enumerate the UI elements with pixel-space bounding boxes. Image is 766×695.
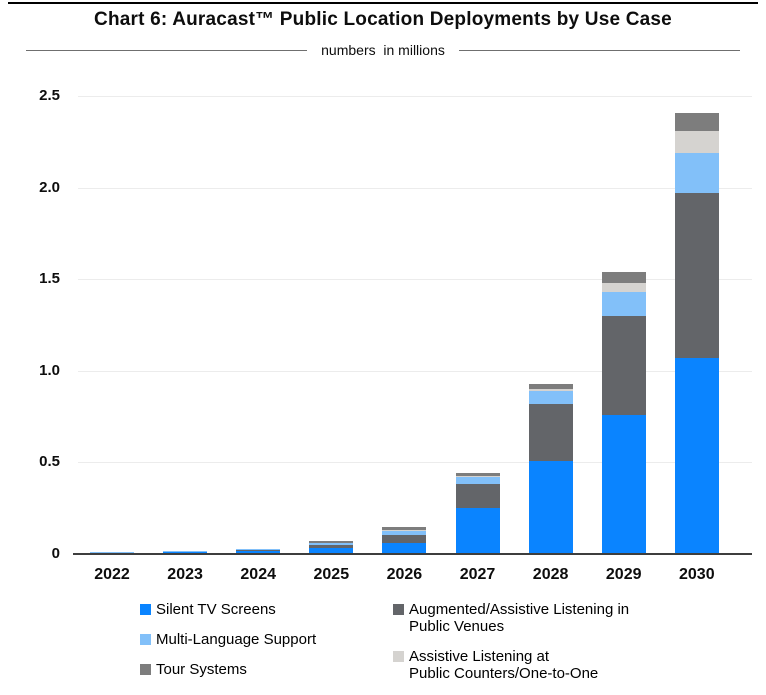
gridline [78, 188, 752, 189]
legend-column-right: Augmented/Assistive Listening in Public … [393, 601, 683, 695]
bar-segment [675, 113, 719, 131]
bar-segment [675, 153, 719, 193]
bar-segment [602, 272, 646, 283]
gridline [78, 279, 752, 280]
legend-label: Augmented/Assistive Listening in Public … [409, 601, 629, 635]
gridline [78, 462, 752, 463]
y-axis-tick-label: 1.5 [0, 270, 60, 287]
x-axis-label: 2026 [367, 566, 441, 584]
plot-area [78, 96, 752, 554]
legend-column-left: Silent TV Screens Multi-Language Support T… [140, 601, 316, 691]
legend-label: Silent TV Screens [156, 601, 276, 618]
bar-2028 [529, 384, 573, 554]
legend-item: Assistive Listening at Public Counters/O… [393, 648, 683, 682]
bar-2029 [602, 272, 646, 554]
bar-segment [529, 391, 573, 404]
bar-2030 [675, 113, 719, 554]
chart-subtitle: numbers in millions [307, 42, 459, 58]
legend-item: Tour Systems [140, 661, 316, 678]
x-axis-line [73, 553, 752, 555]
bar-segment [675, 131, 719, 153]
bar-segment [529, 461, 573, 554]
x-axis-label: 2030 [660, 566, 734, 584]
legend-swatch [393, 651, 404, 662]
legend-swatch [393, 604, 404, 615]
legend-swatch [140, 664, 151, 675]
bar-segment [456, 484, 500, 508]
y-axis-tick-label: 1.0 [0, 362, 60, 379]
bar-segment [602, 292, 646, 316]
legend-item: Multi-Language Support [140, 631, 316, 648]
chart-title: Chart 6: Auracast™ Public Location Deplo… [0, 9, 766, 31]
bar-segment [675, 193, 719, 358]
x-axis-label: 2024 [221, 566, 295, 584]
x-axis-label: 2029 [587, 566, 661, 584]
y-axis-tick-label: 0.5 [0, 453, 60, 470]
bar-2027 [456, 473, 500, 554]
legend-label: Multi-Language Support [156, 631, 316, 648]
bar-segment [382, 535, 426, 543]
legend-label: Tour Systems [156, 661, 247, 678]
x-axis-label: 2022 [75, 566, 149, 584]
subtitle-right-rule [459, 50, 740, 51]
bar-segment [456, 477, 500, 484]
y-axis-tick-label: 0 [0, 545, 60, 562]
legend-item: Augmented/Assistive Listening in Public … [393, 601, 683, 635]
gridline [78, 371, 752, 372]
legend-label: Assistive Listening at Public Counters/O… [409, 648, 598, 682]
subtitle-left-rule [26, 50, 307, 51]
y-axis-tick-label: 2.5 [0, 87, 60, 104]
bar-segment [602, 283, 646, 292]
bar-segment [456, 508, 500, 554]
legend-item: Silent TV Screens [140, 601, 316, 618]
bar-2026 [382, 527, 426, 554]
x-axis-label: 2025 [294, 566, 368, 584]
gridline [78, 96, 752, 97]
chart-subtitle-row: numbers in millions [26, 42, 740, 58]
bar-segment [675, 358, 719, 554]
y-axis-tick-label: 2.0 [0, 179, 60, 196]
x-axis-label: 2027 [441, 566, 515, 584]
top-border-rule [8, 2, 758, 4]
legend-swatch [140, 604, 151, 615]
x-axis-label: 2023 [148, 566, 222, 584]
x-axis-label: 2028 [514, 566, 588, 584]
bar-segment [602, 316, 646, 415]
bar-segment [602, 415, 646, 554]
bar-segment [529, 404, 573, 461]
legend-swatch [140, 634, 151, 645]
